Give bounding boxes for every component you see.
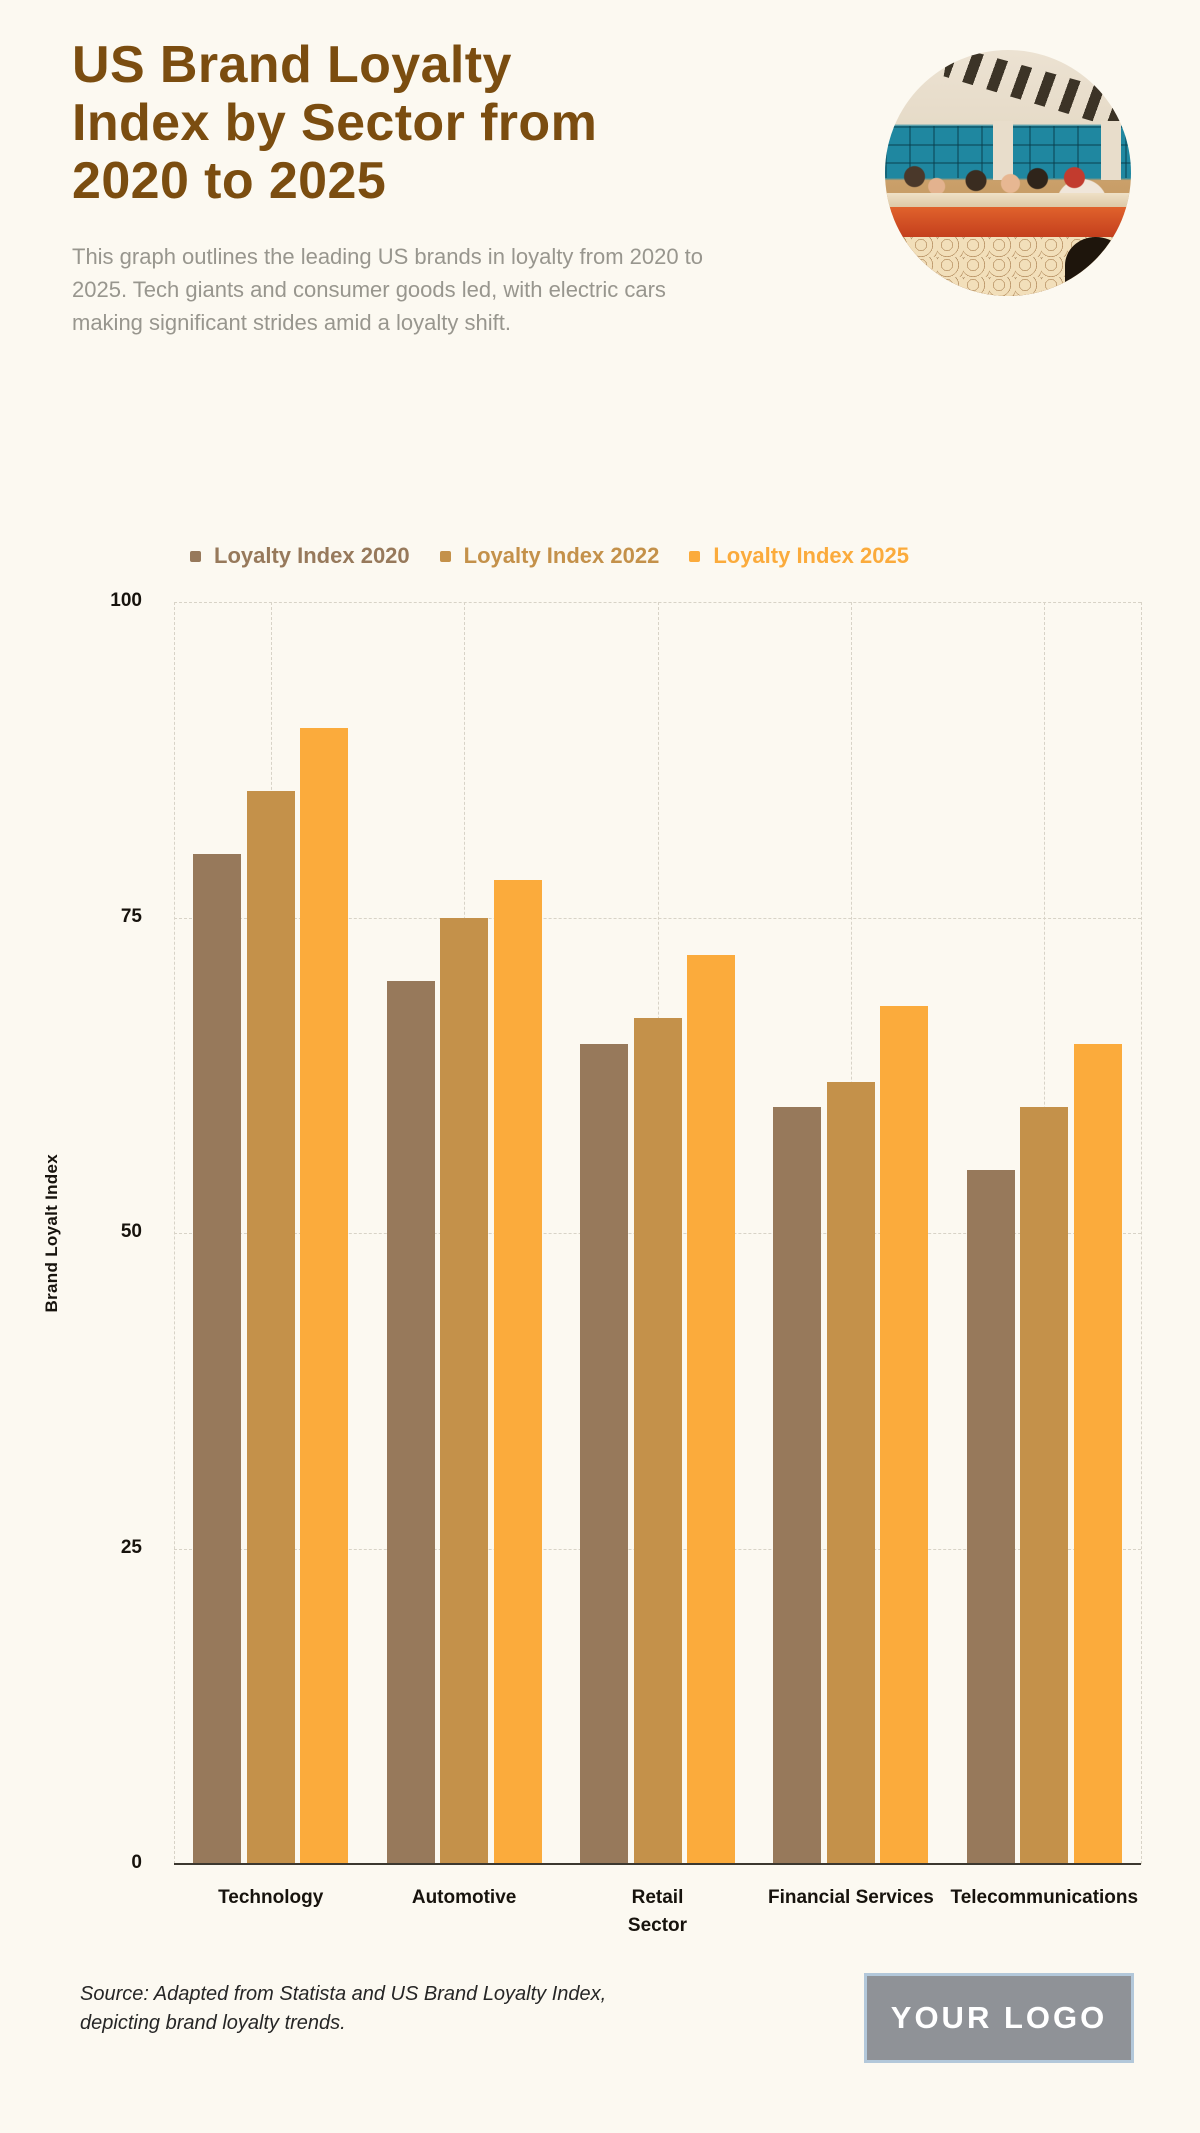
source-note-line-2: depicting brand loyalty trends. [80, 2012, 346, 2034]
bar-telecommunications-2020 [966, 1169, 1015, 1864]
bar-retail-sector-2020 [580, 1043, 628, 1864]
bar-financial-services-2025 [880, 1005, 929, 1864]
bar-technology-2025 [300, 728, 349, 1864]
photo-silhouette [1064, 236, 1129, 296]
gridline-v [174, 602, 175, 1864]
chart-legend: Loyalty Index 2020 Loyalty Index 2022 Loya… [190, 538, 909, 574]
photo-counter [885, 192, 1131, 210]
bakery-photo [885, 50, 1131, 296]
gridline-v [1141, 602, 1142, 1864]
photo-red-cloth [885, 207, 1131, 237]
legend-swatch-icon [439, 550, 451, 562]
logo-placeholder: YOUR LOGO [864, 1973, 1134, 2063]
x-axis-labels: Technology Automotive Retail Sector Financia… [174, 1884, 1141, 1954]
bar-automotive-2020 [386, 980, 435, 1864]
y-tick-100: 100 [110, 590, 142, 611]
x-label-retail-sector: Retail Sector [627, 1887, 688, 1936]
legend-label: Loyalty Index 2020 [214, 543, 410, 568]
bar-retail-sector-2022 [633, 1018, 682, 1864]
bar-financial-services-2020 [773, 1106, 822, 1864]
logo-text: YOUR LOGO [890, 2000, 1108, 2035]
x-label-telecommunications: Telecommunications [950, 1887, 1139, 1908]
y-tick-25: 25 [120, 1536, 142, 1558]
source-note-line-1: Source: Adapted from Statista and US Bra… [80, 1983, 607, 2005]
y-tick-75: 75 [120, 905, 142, 927]
bar-financial-services-2022 [826, 1081, 875, 1864]
bar-telecommunications-2025 [1073, 1043, 1122, 1864]
x-label-technology: Technology [218, 1887, 324, 1908]
page-title-line-1: US Brand Loyalty [72, 36, 512, 94]
legend-swatch-icon [689, 550, 701, 562]
source-note: Source: Adapted from Statista and US Bra… [80, 1980, 606, 2038]
chart-description: This graph outlines the leading US brand… [72, 244, 704, 335]
bar-retail-sector-2025 [687, 955, 735, 1864]
plot-area [174, 602, 1142, 1864]
y-tick-50: 50 [120, 1221, 142, 1242]
page-title-line-2: Index by Sector from [72, 94, 598, 153]
photo-silhouette [885, 259, 917, 296]
legend-item-2025: Loyalty Index 2025 [689, 543, 909, 569]
legend-swatch-icon [190, 550, 201, 562]
y-axis-ticks: 0 25 50 75 100 [58, 590, 142, 1873]
legend-label: Loyalty Index 2025 [713, 543, 909, 568]
y-tick-0: 0 [131, 1852, 142, 1873]
page-title: US Brand Loyalty Index by Sector from 20… [72, 36, 672, 211]
bar-telecommunications-2022 [1020, 1106, 1069, 1864]
x-label-financial-services: Financial Services [767, 1887, 934, 1908]
bar-technology-2022 [246, 791, 295, 1864]
legend-item-2020: Loyalty Index 2020 [190, 543, 410, 569]
bar-technology-2020 [193, 854, 242, 1864]
x-axis-line [174, 1863, 1141, 1865]
bar-automotive-2025 [493, 879, 542, 1864]
legend-label: Loyalty Index 2022 [463, 543, 660, 568]
legend-item-2022: Loyalty Index 2022 [439, 543, 660, 569]
page-title-line-3: 2020 to 2025 [72, 152, 387, 211]
x-label-automotive: Automotive [411, 1887, 517, 1908]
bar-automotive-2022 [440, 917, 489, 1864]
